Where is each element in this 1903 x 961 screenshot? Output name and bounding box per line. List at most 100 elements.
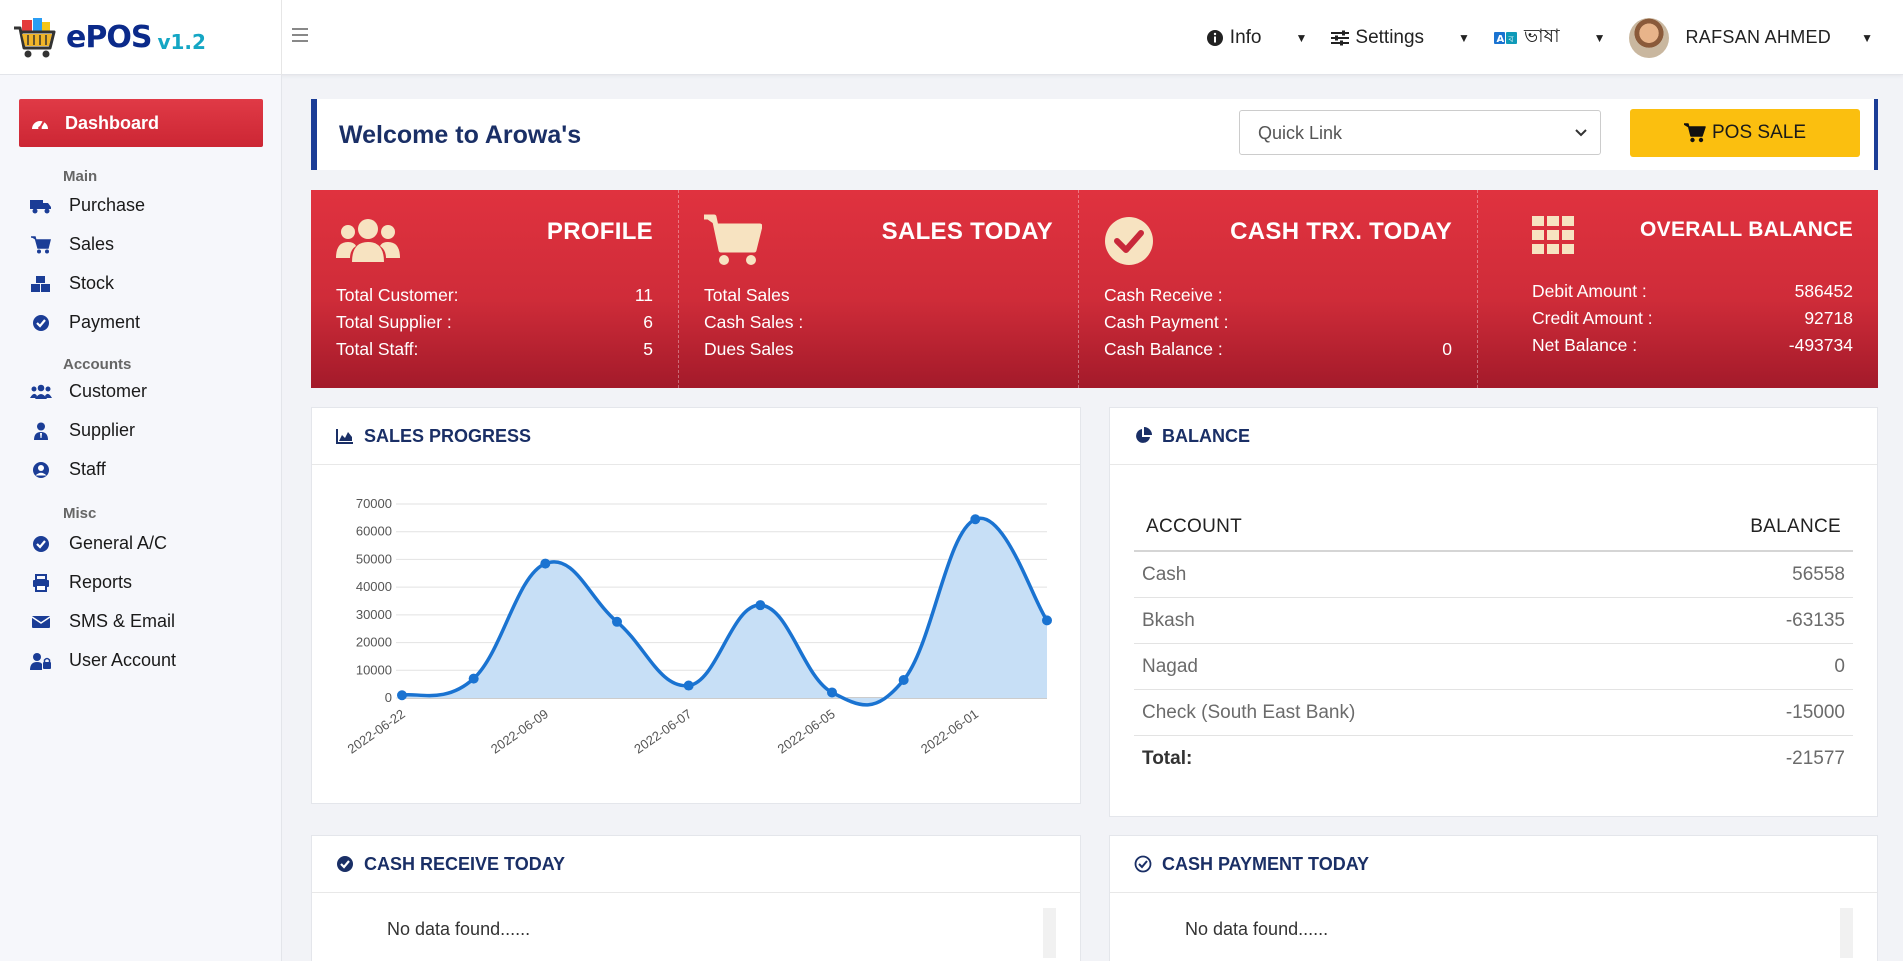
sidebar: Dashboard Main Purchase Sales Stock Paym… bbox=[0, 75, 282, 961]
stat-value: 5 bbox=[643, 339, 653, 359]
stat-row: Cash Balance : 0 bbox=[1104, 336, 1452, 363]
sidebar-item-user-account[interactable]: User Account bbox=[30, 650, 176, 671]
sidebar-item-sms-email[interactable]: SMS & Email bbox=[30, 611, 175, 632]
x-tick-label: 2022-06-07 bbox=[631, 706, 694, 756]
boxes-icon bbox=[30, 274, 52, 294]
user-dropdown[interactable]: RAFSAN AHMED ▼ bbox=[1629, 17, 1873, 58]
cash-payment-card: CASH PAYMENT TODAY No data found...... bbox=[1109, 835, 1878, 961]
y-tick-label: 60000 bbox=[356, 524, 392, 539]
account-cell: Nagad bbox=[1142, 655, 1198, 677]
data-point bbox=[827, 687, 837, 698]
chevron-down-icon bbox=[1575, 129, 1587, 137]
sidebar-item-general-ac[interactable]: General A/C bbox=[30, 533, 167, 554]
sidebar-item-label: Sales bbox=[69, 234, 115, 254]
series-line bbox=[401, 516, 1049, 707]
card-header: CASH RECEIVE TODAY bbox=[312, 836, 1080, 893]
sidebar-item-label: Supplier bbox=[69, 420, 136, 440]
empty-message: No data found...... bbox=[1185, 919, 1329, 939]
area-chart-icon bbox=[336, 429, 353, 444]
check-circle-outline-icon bbox=[1134, 855, 1152, 873]
sidebar-item-label: General A/C bbox=[69, 533, 168, 553]
stat-label: Cash Balance : bbox=[1104, 339, 1223, 359]
sliders-icon bbox=[1331, 30, 1350, 45]
info-dropdown[interactable]: Info ▼ bbox=[1206, 26, 1307, 49]
sidebar-item-supplier[interactable]: Supplier bbox=[30, 420, 135, 441]
stat-title: CASH TRX. TODAY bbox=[1230, 218, 1452, 245]
sidebar-item-label: Reports bbox=[69, 572, 133, 592]
sidebar-item-stock[interactable]: Stock bbox=[30, 273, 114, 294]
card-title: CASH PAYMENT TODAY bbox=[1162, 853, 1370, 874]
data-point bbox=[612, 616, 622, 627]
stat-label: Total Customer: bbox=[336, 285, 459, 305]
data-point bbox=[898, 674, 909, 685]
quick-link-value: Quick Link bbox=[1258, 123, 1343, 143]
stat-label: Dues Sales bbox=[704, 339, 794, 359]
card-title: SALES PROGRESS bbox=[364, 425, 532, 446]
sidebar-item-reports[interactable]: Reports bbox=[30, 572, 132, 593]
stat-label: Cash Receive : bbox=[1104, 285, 1223, 305]
scrollbar[interactable] bbox=[1840, 908, 1853, 958]
sidebar-item-payment[interactable]: Payment bbox=[30, 312, 140, 333]
column-header: BALANCE bbox=[1750, 516, 1841, 537]
stat-value: 92718 bbox=[1804, 308, 1853, 328]
balance-card: BALANCE ACCOUNT BALANCE Cash 56558 Bkash -… bbox=[1109, 407, 1878, 817]
data-point bbox=[1042, 615, 1052, 626]
empty-message: No data found...... bbox=[387, 919, 531, 939]
cart-icon bbox=[704, 214, 762, 265]
grid-icon bbox=[1532, 216, 1574, 254]
menu-toggle-icon[interactable] bbox=[292, 28, 308, 46]
brand[interactable]: ePOS v1.2 bbox=[0, 0, 282, 75]
svg-text:A: A bbox=[1496, 34, 1504, 45]
stat-label: Net Balance : bbox=[1532, 335, 1638, 355]
account-cell: Check (South East Bank) bbox=[1142, 701, 1356, 723]
user-lock-icon bbox=[30, 651, 52, 671]
settings-dropdown[interactable]: Settings ▼ bbox=[1331, 27, 1470, 49]
sidebar-item-dashboard[interactable]: Dashboard bbox=[19, 99, 263, 147]
stat-label: Cash Payment : bbox=[1104, 312, 1229, 332]
check-circle-icon bbox=[337, 856, 353, 872]
shopping-basket-logo-icon bbox=[14, 17, 56, 57]
table-row: Bkash -63135 bbox=[1134, 598, 1853, 644]
pos-sale-button[interactable]: POS SALE bbox=[1630, 109, 1860, 157]
sidebar-item-label: User Account bbox=[69, 650, 177, 670]
series-area bbox=[402, 518, 1047, 705]
stat-row: Net Balance : -493734 bbox=[1532, 332, 1853, 359]
envelope-icon bbox=[30, 612, 52, 632]
x-tick-label: 2022-06-05 bbox=[775, 706, 838, 756]
users-icon bbox=[30, 382, 52, 402]
sidebar-item-sales[interactable]: Sales bbox=[30, 234, 114, 255]
cart-icon bbox=[30, 235, 52, 255]
gauge-icon bbox=[32, 120, 48, 130]
x-tick-label: 2022-06-01 bbox=[918, 706, 981, 756]
balance-table: ACCOUNT BALANCE Cash 56558 Bkash -63135 Na… bbox=[1134, 504, 1853, 782]
pos-sale-label: POS SALE bbox=[1712, 122, 1806, 143]
sidebar-item-staff[interactable]: Staff bbox=[30, 459, 106, 480]
info-icon bbox=[1206, 29, 1223, 46]
table-row: Check (South East Bank) -15000 bbox=[1134, 690, 1853, 736]
x-tick-label: 2022-06-22 bbox=[345, 706, 408, 756]
stat-value: -493734 bbox=[1788, 335, 1853, 355]
avatar bbox=[1629, 17, 1670, 58]
svg-text:ব: ব bbox=[1507, 35, 1514, 45]
stat-label: Cash Sales : bbox=[704, 312, 804, 332]
overall-balance-stat: OVERALL BALANCE Debit Amount : 586452 Cre… bbox=[1478, 190, 1878, 388]
sidebar-item-purchase[interactable]: Purchase bbox=[30, 195, 145, 216]
quick-link-select[interactable]: Quick Link bbox=[1239, 110, 1601, 155]
account-cell: Cash bbox=[1142, 563, 1187, 585]
stat-row: Total Customer: 11 bbox=[336, 282, 653, 309]
pie-chart-icon bbox=[1136, 427, 1152, 443]
account-cell: Bkash bbox=[1142, 609, 1195, 631]
stat-value: 586452 bbox=[1794, 281, 1853, 301]
brand-version: v1.2 bbox=[157, 29, 206, 54]
sidebar-item-label: Dashboard bbox=[65, 112, 160, 133]
stat-value: 11 bbox=[634, 285, 653, 305]
info-label: Info bbox=[1229, 26, 1262, 48]
stat-row: Total Sales bbox=[704, 282, 1053, 309]
scrollbar[interactable] bbox=[1043, 908, 1056, 958]
balance-cell: -15000 bbox=[1785, 701, 1845, 723]
data-point bbox=[755, 600, 766, 611]
sidebar-item-customer[interactable]: Customer bbox=[30, 381, 147, 402]
stat-label: Total Supplier : bbox=[336, 312, 452, 332]
